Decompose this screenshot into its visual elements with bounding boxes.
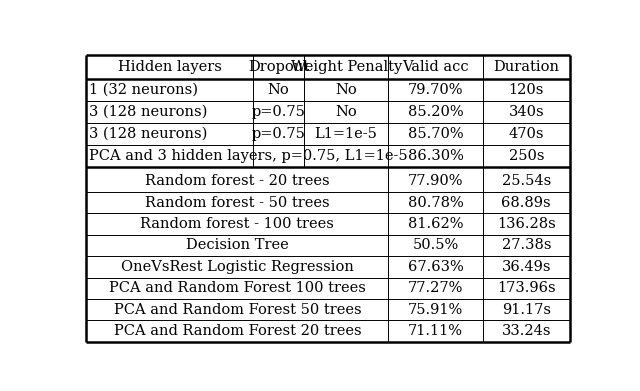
Text: 85.70%: 85.70% [408, 127, 463, 141]
Text: 173.96s: 173.96s [497, 281, 556, 295]
Text: OneVsRest Logistic Regression: OneVsRest Logistic Regression [121, 260, 354, 274]
Text: Duration: Duration [493, 60, 559, 74]
Text: 77.27%: 77.27% [408, 281, 463, 295]
Text: 79.70%: 79.70% [408, 83, 463, 97]
Text: 3 (128 neurons): 3 (128 neurons) [90, 127, 207, 141]
Text: Weight Penalty: Weight Penalty [291, 60, 402, 74]
Text: 120s: 120s [509, 83, 544, 97]
Text: L1=1e-5: L1=1e-5 [315, 127, 378, 141]
Text: 136.28s: 136.28s [497, 217, 556, 231]
Text: 50.5%: 50.5% [412, 239, 459, 253]
Text: PCA and 3 hidden layers, p=0.75, L1=1e-5: PCA and 3 hidden layers, p=0.75, L1=1e-5 [90, 149, 408, 163]
Text: No: No [335, 105, 357, 119]
Text: 71.11%: 71.11% [408, 324, 463, 338]
Text: 81.62%: 81.62% [408, 217, 463, 231]
Text: PCA and Random Forest 20 trees: PCA and Random Forest 20 trees [113, 324, 361, 338]
Text: 68.89s: 68.89s [502, 196, 551, 210]
Text: 27.38s: 27.38s [502, 239, 551, 253]
Text: 75.91%: 75.91% [408, 303, 463, 317]
Text: Random forest - 50 trees: Random forest - 50 trees [145, 196, 330, 210]
Text: Hidden layers: Hidden layers [118, 60, 221, 74]
Text: Decision Tree: Decision Tree [186, 239, 289, 253]
Text: 36.49s: 36.49s [502, 260, 551, 274]
Text: Dropout: Dropout [248, 60, 309, 74]
Text: PCA and Random Forest 100 trees: PCA and Random Forest 100 trees [109, 281, 366, 295]
Text: PCA and Random Forest 50 trees: PCA and Random Forest 50 trees [113, 303, 361, 317]
Text: 25.54s: 25.54s [502, 174, 551, 188]
Text: 85.20%: 85.20% [408, 105, 463, 119]
Text: No: No [335, 83, 357, 97]
Text: 470s: 470s [509, 127, 544, 141]
Text: Valid acc: Valid acc [403, 60, 469, 74]
Text: No: No [268, 83, 289, 97]
Text: 3 (128 neurons): 3 (128 neurons) [90, 105, 207, 119]
Text: 340s: 340s [508, 105, 544, 119]
Text: 67.63%: 67.63% [408, 260, 463, 274]
Text: Random forest - 20 trees: Random forest - 20 trees [145, 174, 330, 188]
Text: 77.90%: 77.90% [408, 174, 463, 188]
Text: 1 (32 neurons): 1 (32 neurons) [90, 83, 198, 97]
Text: p=0.75: p=0.75 [252, 127, 305, 141]
Text: 80.78%: 80.78% [408, 196, 463, 210]
Text: 250s: 250s [509, 149, 544, 163]
Text: Random forest - 100 trees: Random forest - 100 trees [140, 217, 334, 231]
Text: 86.30%: 86.30% [408, 149, 463, 163]
Text: p=0.75: p=0.75 [252, 105, 305, 119]
Text: 33.24s: 33.24s [502, 324, 551, 338]
Text: 91.17s: 91.17s [502, 303, 551, 317]
